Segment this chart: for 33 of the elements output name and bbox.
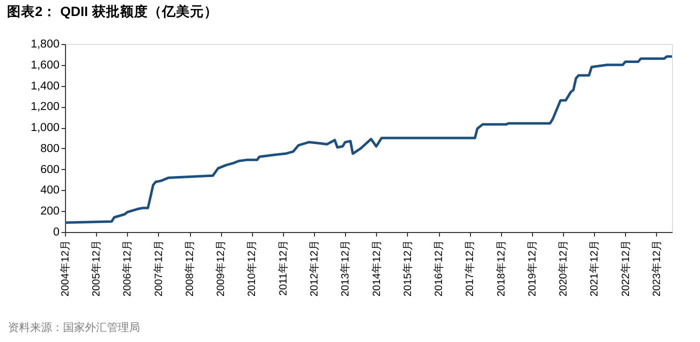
x-tick-label: 2020年12月 xyxy=(558,240,570,297)
x-tick-label: 2018年12月 xyxy=(495,240,508,297)
x-tick-label: 2009年12月 xyxy=(215,240,228,297)
y-tick-label: 1,800 xyxy=(30,38,60,50)
x-tick-label: 2014年12月 xyxy=(370,240,383,297)
x-tick-label: 2019年12月 xyxy=(526,240,538,297)
x-tick-label: 2004年12月 xyxy=(60,240,72,297)
x-tick-label: 2016年12月 xyxy=(433,240,446,297)
y-tick-label: 400 xyxy=(40,184,60,197)
y-tick-label: 1,000 xyxy=(30,122,60,134)
chart-title: 图表2： QDII 获批额度（亿美元） xyxy=(7,3,218,19)
y-tick-label: 600 xyxy=(40,164,60,176)
y-tick-label: 0 xyxy=(53,226,60,238)
x-tick-label: 2005年12月 xyxy=(90,240,103,297)
y-tick-label: 800 xyxy=(40,142,60,155)
x-tick-label: 2013年12月 xyxy=(340,240,352,297)
y-tick-label: 1,200 xyxy=(30,101,60,114)
line-series xyxy=(64,55,674,224)
x-tick-label: 2012年12月 xyxy=(308,240,321,297)
x-tick-label: 2011年12月 xyxy=(277,240,290,296)
x-tick-label: 2010年12月 xyxy=(246,240,258,297)
x-tick-label: 2017年12月 xyxy=(464,240,476,297)
y-tick-label: 1,600 xyxy=(30,59,60,72)
x-tick-label: 2015年12月 xyxy=(402,240,414,297)
x-tick-label: 2007年12月 xyxy=(152,240,165,297)
text: 资料来源：国家外汇管理局 xyxy=(8,321,140,334)
y-tick-label: 1,400 xyxy=(30,80,60,92)
y-tick-label: 200 xyxy=(40,206,60,218)
x-tick-label: 2022年12月 xyxy=(620,240,632,297)
x-tick-label: 2006年12月 xyxy=(122,240,134,297)
x-tick-label: 2008年12月 xyxy=(184,240,196,297)
x-tick-label: 2023年12月 xyxy=(650,240,663,297)
x-tick-label: 2021年12月 xyxy=(588,240,601,297)
